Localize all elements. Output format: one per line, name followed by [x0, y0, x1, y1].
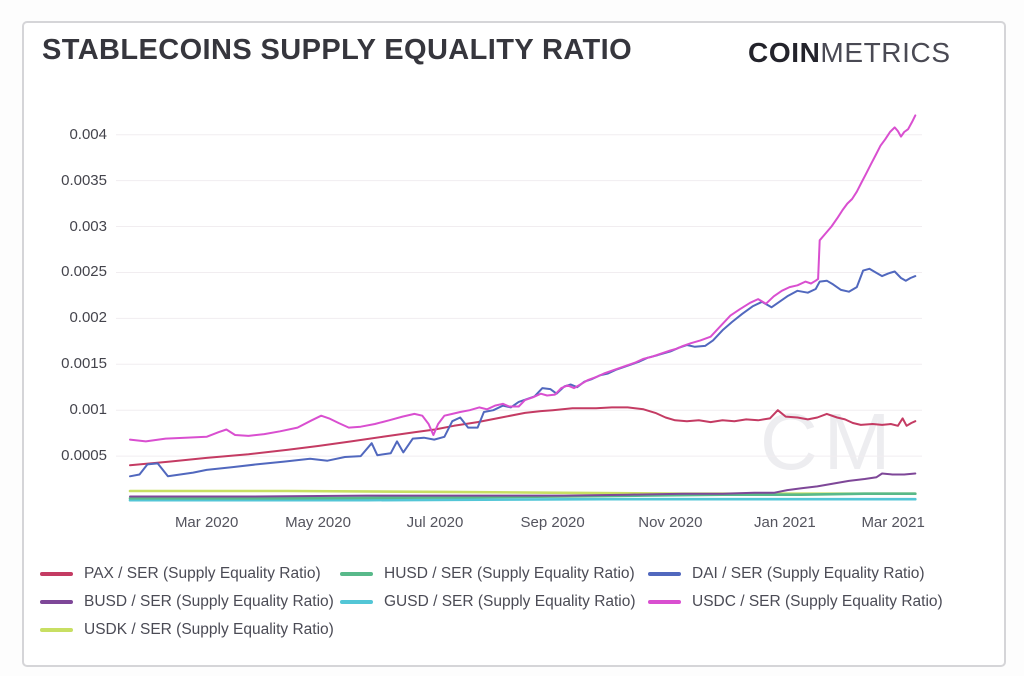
legend-item-usdk[interactable]: USDK / SER (Supply Equality Ratio) [40, 616, 334, 644]
legend-item-busd[interactable]: BUSD / SER (Supply Equality Ratio) [40, 588, 334, 616]
logo-metrics-text: METRICS [820, 37, 951, 68]
coinmetrics-logo: COINMETRICS [748, 37, 951, 69]
y-tick-label: 0.003 [69, 217, 107, 235]
series-line-husd[interactable] [128, 492, 917, 500]
legend-column: HUSD / SER (Supply Equality Ratio) GUSD /… [340, 560, 636, 616]
usdc-line-swatch-icon [648, 599, 681, 605]
legend-column: PAX / SER (Supply Equality Ratio) BUSD / … [40, 560, 334, 644]
legend-item-dai[interactable]: DAI / SER (Supply Equality Ratio) [648, 560, 943, 588]
legend-item-gusd[interactable]: GUSD / SER (Supply Equality Ratio) [340, 588, 636, 616]
legend-label: DAI / SER (Supply Equality Ratio) [692, 565, 925, 582]
pax-line-swatch-icon [40, 571, 73, 577]
series-line-busd[interactable] [129, 472, 917, 498]
legend-item-pax[interactable]: PAX / SER (Supply Equality Ratio) [40, 560, 334, 588]
dai-line-swatch-icon [648, 571, 681, 577]
cm-watermark: CM [760, 397, 897, 486]
x-tick-label: Mar 2020 [174, 514, 239, 531]
series-line-gusd[interactable] [128, 497, 917, 502]
legend-label: PAX / SER (Supply Equality Ratio) [84, 565, 321, 582]
y-tick-label: 0.0005 [61, 447, 107, 465]
series-line-pax[interactable] [129, 406, 917, 467]
legend-label: USDC / SER (Supply Equality Ratio) [692, 593, 943, 610]
y-tick-label: 0.002 [69, 309, 107, 327]
series-line-dai[interactable] [129, 267, 917, 478]
page-title: STABLECOINS SUPPLY EQUALITY RATIO [42, 34, 633, 66]
busd-line-swatch-icon [40, 599, 73, 605]
y-tick-label: 0.0025 [61, 263, 107, 281]
usdk-line-swatch-icon [40, 627, 73, 633]
husd-line-swatch-icon [340, 571, 373, 577]
legend-label: GUSD / SER (Supply Equality Ratio) [384, 593, 636, 610]
logo-coin-text: COIN [748, 37, 821, 68]
y-tick-label: 0.0015 [61, 355, 107, 373]
legend-item-usdc[interactable]: USDC / SER (Supply Equality Ratio) [648, 588, 943, 616]
series-line-usdk[interactable] [128, 489, 917, 496]
gusd-line-swatch-icon [340, 599, 373, 605]
x-tick-label: Mar 2021 [861, 514, 925, 531]
x-tick-label: Jan 2021 [754, 514, 816, 531]
legend-item-husd[interactable]: HUSD / SER (Supply Equality Ratio) [340, 560, 636, 588]
series-line-usdc[interactable] [129, 114, 917, 443]
x-tick-label: Sep 2020 [520, 514, 585, 531]
x-tick-label: Jul 2020 [406, 514, 464, 531]
legend-label: BUSD / SER (Supply Equality Ratio) [84, 593, 334, 610]
legend-label: USDK / SER (Supply Equality Ratio) [84, 621, 334, 638]
legend-column: DAI / SER (Supply Equality Ratio) USDC / … [648, 560, 943, 616]
y-tick-label: 0.004 [69, 125, 107, 143]
legend-label: HUSD / SER (Supply Equality Ratio) [384, 565, 635, 582]
chart-card [22, 21, 1006, 667]
y-tick-label: 0.001 [69, 401, 107, 419]
y-tick-label: 0.0035 [61, 171, 107, 189]
x-tick-label: May 2020 [285, 514, 351, 531]
x-tick-label: Nov 2020 [638, 514, 703, 531]
